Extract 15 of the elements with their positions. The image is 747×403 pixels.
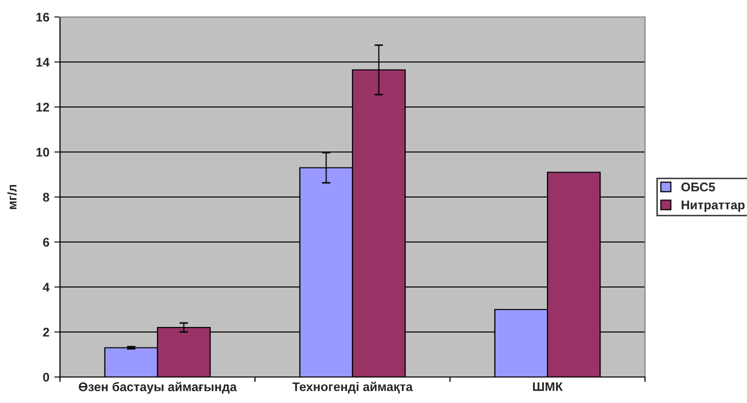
y-tick-label: 12 xyxy=(36,102,50,112)
y-tick-label: 2 xyxy=(43,328,50,337)
legend-label: Нитраттар xyxy=(682,200,745,212)
x-tick-label: Өзен бастауы аймағында xyxy=(78,382,237,394)
y-axis-title: мг/л xyxy=(7,184,17,210)
legend-label: ОБС5 xyxy=(681,182,716,192)
x-tick-label: ШМК xyxy=(533,382,563,391)
y-tick-label: 0 xyxy=(43,372,50,382)
y-tick-label: 16 xyxy=(36,12,50,22)
y-tick-label: 10 xyxy=(36,148,50,157)
y-tick-label: 4 xyxy=(42,282,50,292)
y-tick-label: 14 xyxy=(36,58,50,67)
y-tick-label: 6 xyxy=(43,238,50,247)
y-tick-label: 8 xyxy=(43,192,50,202)
x-tick-label: Техногенді аймақта xyxy=(292,382,413,394)
